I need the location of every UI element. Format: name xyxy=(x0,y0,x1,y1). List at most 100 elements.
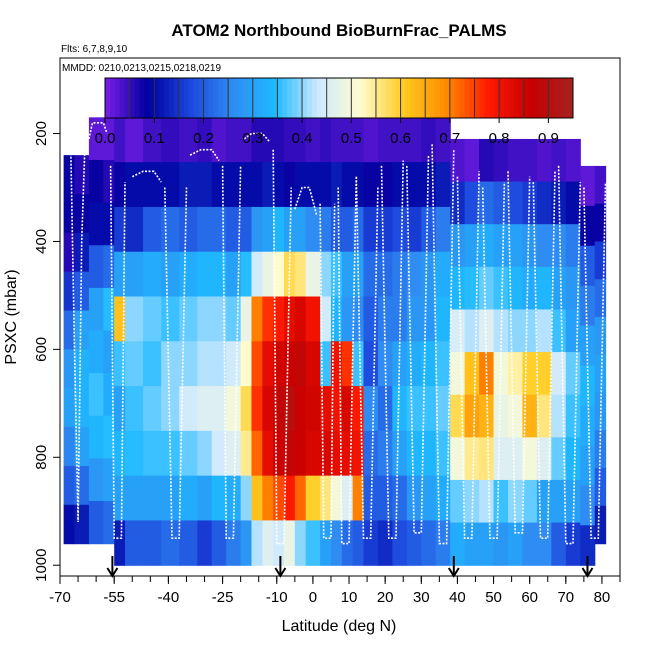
x-tick-label: 10 xyxy=(341,589,358,606)
heatmap-cell xyxy=(294,117,307,163)
heatmap-cell xyxy=(74,271,90,312)
heatmap-cell xyxy=(580,165,596,207)
colorbar-slice xyxy=(223,78,229,118)
heatmap-cell xyxy=(251,206,263,253)
colorbar-slice xyxy=(173,78,180,118)
heatmap-cell xyxy=(551,224,567,268)
heatmap-cell xyxy=(580,205,596,247)
heatmap-cell xyxy=(114,341,126,387)
colorbar-slice xyxy=(508,78,515,118)
heatmap-cell xyxy=(522,479,538,524)
heatmap-cell xyxy=(240,341,253,387)
heatmap-cell xyxy=(114,386,126,432)
heatmap-cell xyxy=(330,386,343,432)
heatmap-cell xyxy=(197,386,213,432)
heatmap-cell xyxy=(143,117,162,163)
heatmap-cell xyxy=(320,296,332,342)
heatmap-cell xyxy=(594,317,607,356)
heatmap-cell xyxy=(273,251,285,298)
heatmap-cell xyxy=(284,341,296,387)
heatmap-cell xyxy=(330,251,343,298)
heatmap-cell xyxy=(363,162,379,208)
heatmap-cell xyxy=(320,520,332,566)
heatmap-cell xyxy=(74,155,90,195)
heatmap-cell xyxy=(74,427,90,467)
heatmap-cell xyxy=(273,341,285,387)
heatmap-cell xyxy=(450,224,466,268)
heatmap-cell xyxy=(565,138,581,183)
heatmap-cell xyxy=(294,206,307,253)
heatmap-cell xyxy=(320,341,332,387)
heatmap-cell xyxy=(88,117,104,161)
heatmap-cell xyxy=(580,365,596,407)
heatmap-cell xyxy=(251,430,263,477)
heatmap-cell xyxy=(464,138,480,183)
colorbar-slice xyxy=(233,78,239,118)
heatmap-cell xyxy=(251,520,263,566)
heatmap-cell xyxy=(143,251,162,298)
flight-profile-line xyxy=(481,182,506,540)
heatmap-cell xyxy=(114,475,126,522)
heatmap-cell xyxy=(240,251,253,298)
heatmap-cell xyxy=(536,394,552,438)
heatmap-cell xyxy=(594,241,607,280)
heatmap-cell xyxy=(88,373,104,417)
colorbar-slice xyxy=(178,78,185,118)
heatmap-cell xyxy=(406,117,422,163)
heatmap-cell xyxy=(240,520,253,566)
heatmap-cell xyxy=(114,206,126,253)
heatmap-cell xyxy=(377,520,393,566)
heatmap-cell xyxy=(536,437,552,481)
heatmap-cell xyxy=(320,206,332,253)
x-tick-label: -40 xyxy=(158,589,180,606)
heatmap-cell xyxy=(341,386,354,432)
heatmap-cell xyxy=(341,117,354,163)
heatmap-cell xyxy=(226,475,242,522)
colorbar-slice xyxy=(346,78,352,118)
heatmap-cell xyxy=(226,430,242,477)
heatmap-cell xyxy=(179,341,198,387)
heatmap-cell xyxy=(536,224,552,268)
heatmap-cell xyxy=(565,181,581,225)
heatmap-cell xyxy=(508,309,524,353)
heatmap-cell xyxy=(565,266,581,311)
colorbar-slice xyxy=(193,78,200,118)
x-tick-label: -70 xyxy=(49,589,71,606)
heatmap-cell xyxy=(352,386,365,432)
heatmap-cell xyxy=(392,251,408,298)
heatmap-cell xyxy=(211,117,227,163)
heatmap-cell xyxy=(240,386,253,432)
colorbar-tick-label: 0.2 xyxy=(193,130,214,147)
heatmap-cell xyxy=(88,415,104,459)
heatmap-cell xyxy=(479,181,495,225)
colorbar-slice xyxy=(169,78,175,118)
heatmap-cell xyxy=(305,117,321,163)
heatmap-cell xyxy=(341,296,354,342)
heatmap-cell xyxy=(421,520,437,566)
colorbar-slice xyxy=(395,78,402,118)
heatmap-cell xyxy=(493,394,509,438)
flight-profile-line xyxy=(243,132,271,143)
heatmap-cell xyxy=(508,224,524,268)
heatmap-cell xyxy=(330,117,343,163)
heatmap-cell xyxy=(211,296,227,342)
heatmap-cell xyxy=(421,475,437,522)
colorbar-slice xyxy=(198,78,205,118)
colorbar-slice xyxy=(499,78,505,118)
heatmap-cell xyxy=(211,475,227,522)
heatmap-cell xyxy=(352,206,365,253)
heatmap-cell xyxy=(565,224,581,268)
heatmap-cell xyxy=(421,386,437,432)
colorbar-slice xyxy=(144,78,150,118)
x-tick-label: 30 xyxy=(413,589,430,606)
flight-profile-line xyxy=(583,182,607,540)
colorbar-slice xyxy=(218,78,224,118)
heatmap-cell xyxy=(262,206,274,253)
x-tick-label: -10 xyxy=(266,589,288,606)
flight-profile-line xyxy=(221,165,242,540)
colorbar-tick-label: 0.7 xyxy=(439,130,460,147)
heatmap-cell xyxy=(179,386,198,432)
heatmap-cell xyxy=(421,341,437,387)
heatmap-cell xyxy=(197,206,213,253)
heatmap-cell xyxy=(197,296,213,342)
